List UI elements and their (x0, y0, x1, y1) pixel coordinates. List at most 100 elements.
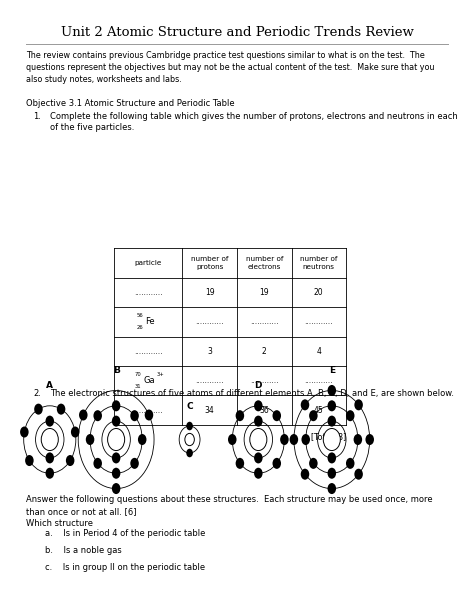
Circle shape (254, 400, 263, 411)
Text: a.    Is in Period 4 of the periodic table: a. Is in Period 4 of the periodic table (45, 529, 205, 538)
Circle shape (185, 433, 194, 446)
Text: number of
neutrons: number of neutrons (300, 256, 337, 270)
Circle shape (41, 428, 58, 451)
Circle shape (328, 468, 336, 479)
Text: 1.: 1. (33, 112, 41, 121)
Text: ............: ............ (195, 318, 224, 326)
Circle shape (354, 434, 362, 445)
Circle shape (328, 385, 336, 396)
Text: D: D (255, 381, 262, 390)
Text: 31: 31 (135, 384, 141, 389)
Text: c.    Is in group II on the periodic table: c. Is in group II on the periodic table (45, 563, 205, 573)
Text: E: E (329, 366, 335, 375)
Text: 26: 26 (136, 326, 143, 330)
Text: 34: 34 (205, 406, 215, 414)
Text: ............: ............ (304, 318, 333, 326)
Text: b.    Is a noble gas: b. Is a noble gas (45, 546, 122, 555)
Text: 19: 19 (259, 288, 269, 297)
Circle shape (290, 434, 298, 445)
Circle shape (228, 434, 237, 445)
Circle shape (280, 434, 289, 445)
Circle shape (112, 468, 120, 479)
Circle shape (86, 434, 94, 445)
Circle shape (46, 416, 54, 427)
Circle shape (301, 399, 309, 410)
Circle shape (20, 427, 28, 438)
Text: C: C (186, 402, 193, 411)
Text: ............: ............ (134, 288, 163, 297)
Circle shape (355, 399, 363, 410)
Text: Answer the following questions about these structures.  Each structure may be us: Answer the following questions about the… (26, 495, 433, 528)
Circle shape (93, 410, 102, 421)
Circle shape (328, 483, 336, 494)
Circle shape (57, 403, 65, 414)
Circle shape (346, 458, 355, 469)
Circle shape (112, 452, 120, 463)
Text: [Total: 8]: [Total: 8] (311, 432, 346, 441)
Circle shape (112, 483, 120, 494)
Text: ............: ............ (304, 376, 333, 385)
Text: 36: 36 (259, 406, 269, 414)
Circle shape (273, 410, 281, 421)
Circle shape (254, 416, 263, 427)
Circle shape (46, 452, 54, 463)
Circle shape (365, 434, 374, 445)
Text: particle: particle (135, 260, 162, 266)
Text: Complete the following table which gives the number of protons, electrons and ne: Complete the following table which gives… (50, 112, 457, 132)
Circle shape (323, 428, 340, 451)
Text: 70: 70 (134, 372, 141, 377)
Text: 2.: 2. (33, 389, 41, 398)
Text: 3+: 3+ (156, 372, 164, 377)
Text: ............: ............ (195, 376, 224, 385)
Circle shape (145, 409, 153, 421)
Circle shape (186, 422, 193, 430)
Circle shape (346, 410, 355, 421)
Circle shape (355, 469, 363, 480)
Text: A: A (46, 381, 53, 390)
Text: The electronic structures of five atoms of different elements A, B, C, D, and E,: The electronic structures of five atoms … (50, 389, 454, 398)
Circle shape (250, 428, 267, 451)
Text: 19: 19 (205, 288, 215, 297)
Text: ............: ............ (250, 318, 279, 326)
Text: Objective 3.1 Atomic Structure and Periodic Table: Objective 3.1 Atomic Structure and Perio… (26, 99, 235, 109)
Circle shape (130, 458, 139, 469)
Circle shape (71, 427, 80, 438)
Text: The review contains previous Cambridge practice test questions similar to what i: The review contains previous Cambridge p… (26, 51, 435, 84)
Circle shape (112, 416, 120, 427)
Circle shape (301, 469, 309, 480)
Circle shape (130, 410, 139, 421)
Text: 4: 4 (316, 347, 321, 356)
Circle shape (79, 409, 88, 421)
Text: 3: 3 (207, 347, 212, 356)
Circle shape (112, 400, 120, 411)
Text: number of
electrons: number of electrons (246, 256, 283, 270)
Circle shape (236, 410, 244, 421)
Circle shape (108, 428, 125, 451)
Text: 56: 56 (136, 313, 143, 318)
Circle shape (328, 416, 336, 427)
Circle shape (93, 458, 102, 469)
Text: 20: 20 (314, 288, 324, 297)
Circle shape (46, 468, 54, 479)
Text: ............: ............ (134, 347, 163, 356)
Text: Ga: Ga (143, 376, 155, 385)
Circle shape (328, 400, 336, 411)
Text: number of
protons: number of protons (191, 256, 228, 270)
Circle shape (186, 449, 193, 457)
Text: ............: ............ (134, 406, 163, 414)
Circle shape (273, 458, 281, 469)
Circle shape (328, 452, 336, 463)
Text: 2: 2 (262, 347, 267, 356)
Circle shape (301, 434, 310, 445)
Circle shape (309, 458, 318, 469)
Circle shape (236, 458, 244, 469)
Circle shape (254, 468, 263, 479)
Circle shape (34, 403, 43, 414)
Text: 45: 45 (314, 406, 324, 414)
Circle shape (309, 410, 318, 421)
Circle shape (25, 455, 34, 466)
Circle shape (138, 434, 146, 445)
Text: ............: ............ (250, 376, 279, 385)
Text: Unit 2 Atomic Structure and Periodic Trends Review: Unit 2 Atomic Structure and Periodic Tre… (61, 26, 413, 39)
Circle shape (66, 455, 74, 466)
